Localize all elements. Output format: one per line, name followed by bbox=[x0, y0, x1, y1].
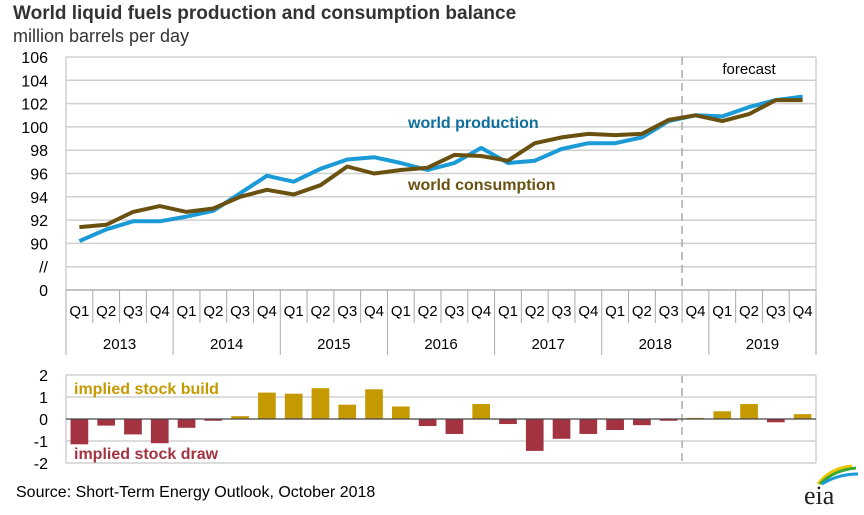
x-quarter-label: Q3 bbox=[766, 303, 786, 320]
stock-build-label: implied stock build bbox=[74, 381, 219, 398]
x-quarter-label: Q4 bbox=[150, 303, 170, 320]
x-quarter-label: Q2 bbox=[632, 303, 652, 320]
y-tick-label: 102 bbox=[21, 97, 48, 114]
x-quarter-label: Q1 bbox=[391, 303, 411, 320]
production-label: world production bbox=[407, 115, 539, 132]
y-tick-label: -2 bbox=[34, 456, 48, 473]
x-year-label: 2016 bbox=[424, 336, 457, 353]
x-year-label: 2014 bbox=[210, 336, 243, 353]
x-quarter-label: Q1 bbox=[712, 303, 732, 320]
x-quarter-label: Q2 bbox=[96, 303, 116, 320]
x-quarter-label: Q3 bbox=[123, 303, 143, 320]
stock-draw-bar bbox=[419, 419, 437, 426]
x-quarter-label: Q1 bbox=[605, 303, 625, 320]
stock-draw-bar bbox=[633, 419, 651, 425]
bottom-annotations: implied stock build implied stock draw bbox=[74, 381, 219, 463]
x-quarter-label: Q2 bbox=[739, 303, 759, 320]
stock-draw-bar bbox=[499, 419, 517, 424]
x-quarter-label: Q3 bbox=[659, 303, 679, 320]
bottom-y-axis-ticks: 2 1 0 -1 -2 bbox=[34, 368, 48, 473]
stock-draw-bar bbox=[97, 419, 115, 426]
y-tick-label: 2 bbox=[39, 368, 48, 385]
x-quarter-label: Q3 bbox=[337, 303, 357, 320]
y-tick-label: 106 bbox=[21, 50, 48, 67]
top-gridlines bbox=[66, 57, 816, 290]
y-tick-label: 98 bbox=[30, 143, 48, 160]
x-quarter-label: Q3 bbox=[552, 303, 572, 320]
top-y-axis-ticks: 106 104 102 100 98 96 94 92 90 // 0 bbox=[21, 50, 48, 300]
y-tick-label: // bbox=[39, 260, 48, 277]
x-year-label: 2017 bbox=[531, 336, 564, 353]
eia-logo: eia bbox=[796, 460, 860, 510]
x-quarter-label: Q3 bbox=[230, 303, 250, 320]
x-quarter-label: Q4 bbox=[471, 303, 491, 320]
x-year-label: 2015 bbox=[317, 336, 350, 353]
x-quarter-label: Q1 bbox=[177, 303, 197, 320]
x-year-label: 2013 bbox=[103, 336, 136, 353]
x-year-label: 2018 bbox=[639, 336, 672, 353]
y-tick-label: 94 bbox=[30, 190, 48, 207]
x-quarter-label: Q2 bbox=[525, 303, 545, 320]
stock-draw-bar bbox=[178, 419, 196, 428]
x-year-label: 2019 bbox=[746, 336, 779, 353]
x-quarter-label: Q4 bbox=[364, 303, 384, 320]
x-quarter-label: Q3 bbox=[444, 303, 464, 320]
source-note: Source: Short-Term Energy Outlook, Octob… bbox=[16, 484, 375, 502]
stock-build-bar bbox=[713, 411, 731, 419]
x-quarter-label: Q4 bbox=[578, 303, 598, 320]
y-tick-label: 1 bbox=[39, 390, 48, 407]
stock-build-bar bbox=[472, 404, 490, 419]
stock-build-bar bbox=[740, 404, 758, 419]
y-tick-label: 92 bbox=[30, 213, 48, 230]
x-quarter-label: Q1 bbox=[284, 303, 304, 320]
y-tick-label: 90 bbox=[30, 236, 48, 253]
eia-logo-text: eia bbox=[804, 481, 835, 510]
stock-build-bar bbox=[258, 393, 276, 419]
stock-build-bar bbox=[338, 405, 356, 419]
x-quarter-label: Q2 bbox=[310, 303, 330, 320]
stock-draw-bar bbox=[124, 419, 142, 434]
forecast-label: forecast bbox=[722, 61, 776, 78]
consumption-label: world consumption bbox=[407, 177, 556, 194]
stock-draw-bar bbox=[606, 419, 624, 430]
stock-build-bar bbox=[285, 394, 303, 419]
x-quarter-label: Q1 bbox=[69, 303, 89, 320]
stock-build-bar bbox=[365, 389, 383, 419]
x-quarter-label: Q4 bbox=[257, 303, 277, 320]
y-tick-label: 0 bbox=[39, 283, 48, 300]
stock-build-bar bbox=[794, 414, 812, 419]
x-quarter-label: Q1 bbox=[498, 303, 518, 320]
stock-draw-label: implied stock draw bbox=[74, 446, 219, 463]
top-x-axis: Q1 Q2 Q3 Q4 Q1 Q2 Q3 Q4 Q1 Q2 Q3 Q4 Q1 Q2 Q3 Q4 Q1 Q2 Q3 Q4… bbox=[66, 290, 816, 355]
stock-draw-bar bbox=[579, 419, 597, 434]
stock-draw-bar bbox=[151, 419, 169, 443]
y-tick-label: 0 bbox=[39, 412, 48, 429]
x-quarter-label: Q4 bbox=[685, 303, 705, 320]
y-tick-label: 96 bbox=[30, 167, 48, 184]
y-tick-label: 104 bbox=[21, 73, 48, 90]
stock-build-bar bbox=[312, 388, 330, 419]
y-tick-label: 100 bbox=[21, 120, 48, 137]
x-quarter-label: Q2 bbox=[418, 303, 438, 320]
stock-draw-bar bbox=[526, 419, 544, 451]
y-tick-label: -1 bbox=[34, 434, 48, 451]
eia-logo-mark-icon: eia bbox=[796, 460, 860, 510]
stock-draw-bar bbox=[71, 419, 89, 444]
x-quarter-label: Q2 bbox=[203, 303, 223, 320]
stock-draw-bar bbox=[553, 419, 571, 439]
x-quarter-label: Q4 bbox=[793, 303, 813, 320]
stock-build-bar bbox=[392, 406, 410, 419]
stock-draw-bar bbox=[446, 419, 464, 434]
